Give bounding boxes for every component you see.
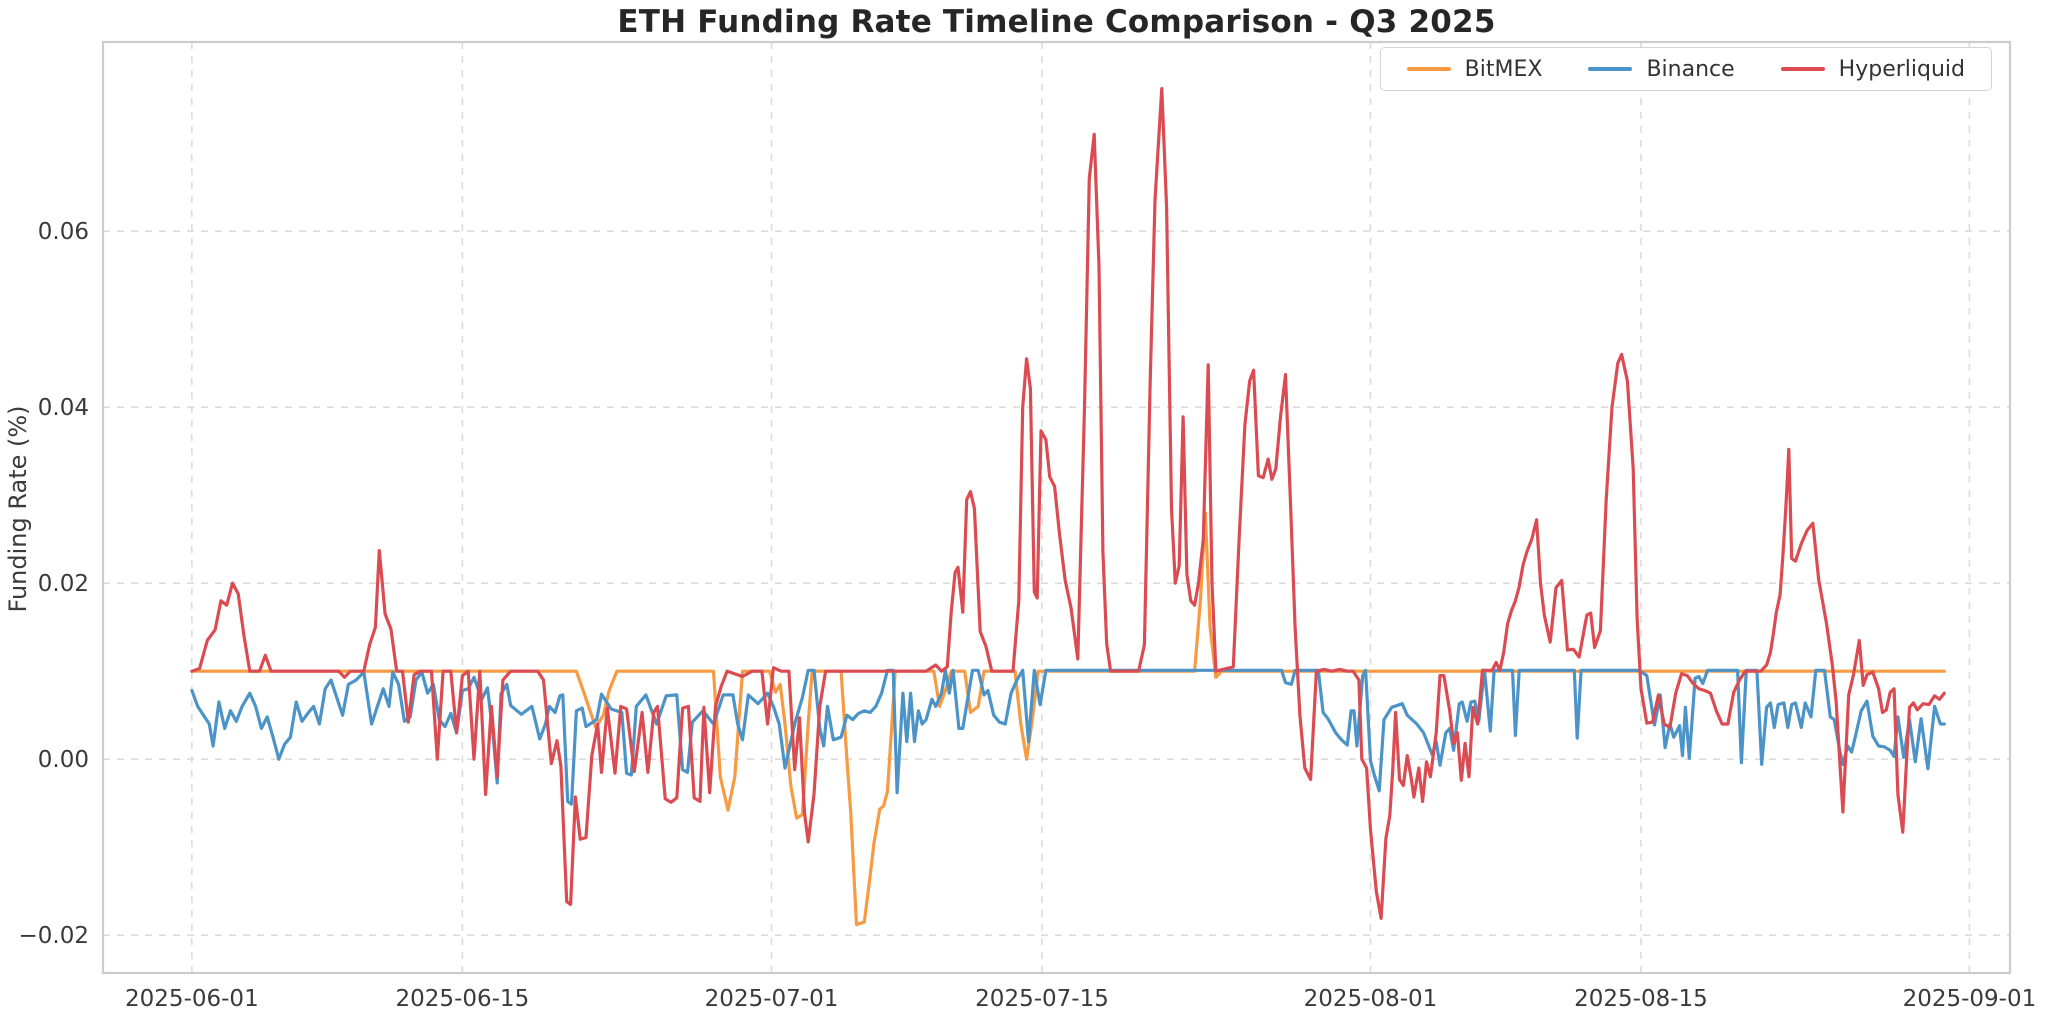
legend-label: BitMEX	[1464, 56, 1543, 82]
legend-swatch-icon	[1588, 67, 1633, 71]
y-axis-label: Funding Rate (%)	[4, 405, 32, 613]
x-tick-label: 2025-08-15	[1574, 986, 1708, 1012]
x-tick-label: 2025-08-01	[1304, 986, 1438, 1012]
y-tick-label: 0.02	[38, 571, 89, 597]
y-tick-label: 0.00	[38, 747, 89, 773]
series-line-bitmex	[190, 511, 1946, 927]
legend-item-bitmex: BitMEX	[1406, 56, 1543, 82]
plot-border	[101, 40, 2012, 975]
chart-title: ETH Funding Rate Timeline Comparison - Q…	[617, 4, 1496, 40]
x-tick-label: 2025-07-01	[705, 986, 839, 1012]
series-line-binance	[190, 668, 1946, 806]
legend-swatch-icon	[1780, 67, 1825, 71]
legend-item-binance: Binance	[1588, 56, 1735, 82]
y-tick-label: −0.02	[19, 923, 89, 949]
legend-item-hyperliquid: Hyperliquid	[1780, 56, 1965, 82]
x-tick-label: 2025-07-15	[975, 986, 1109, 1012]
x-tick-label: 2025-09-01	[1903, 986, 2037, 1012]
legend-label: Hyperliquid	[1838, 56, 1965, 82]
series-line-hyperliquid	[190, 87, 1946, 920]
y-tick-label: 0.06	[38, 219, 89, 245]
x-tick-label: 2025-06-01	[125, 986, 259, 1012]
x-tick-label: 2025-06-15	[396, 986, 530, 1012]
y-tick-label: 0.04	[38, 395, 89, 421]
legend-label: Binance	[1646, 56, 1735, 82]
legend: BitMEX Binance Hyperliquid	[1379, 47, 1992, 91]
legend-swatch-icon	[1406, 67, 1451, 71]
